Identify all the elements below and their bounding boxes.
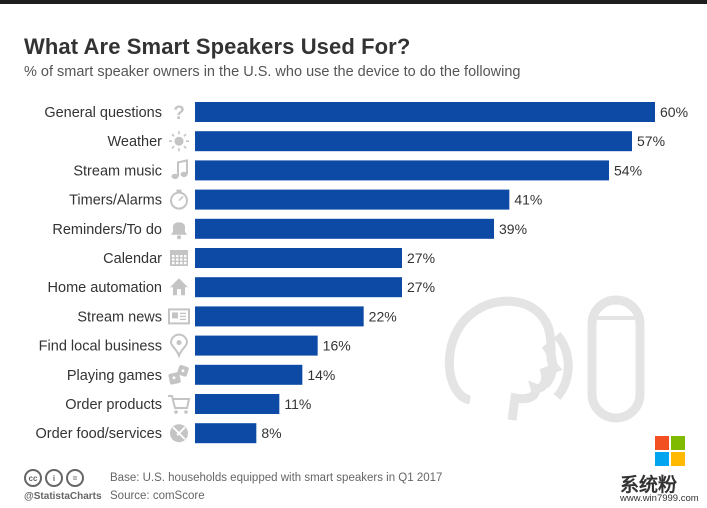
watermark-url: www.win7999.com [620, 493, 699, 504]
windows-logo-tile-yellow [671, 452, 685, 466]
question-icon: ? [173, 103, 185, 124]
bar [195, 160, 609, 181]
windows-logo-tile-red [655, 436, 669, 450]
category-label: Home automation [48, 280, 162, 296]
value-label: 39% [499, 221, 527, 237]
bar-row: Order products 11% [65, 394, 311, 414]
bar [195, 423, 257, 444]
bar-row: Reminders/To do 39% [52, 218, 527, 240]
newspaper-icon [168, 308, 190, 325]
value-label: 41% [514, 192, 542, 208]
category-label: Stream news [77, 309, 162, 325]
bar [195, 131, 632, 152]
category-label: Weather [107, 134, 162, 150]
base-note: Base: U.S. households equipped with smar… [110, 472, 443, 484]
shopping-cart-icon [168, 395, 191, 414]
license-icons: cc i = [24, 469, 84, 487]
bar [195, 306, 364, 327]
bell-icon [171, 222, 187, 240]
plate-icon [170, 424, 188, 443]
category-label: Reminders/To do [52, 222, 162, 238]
category-label: Stream music [73, 163, 162, 179]
category-label: Order food/services [35, 426, 162, 442]
bar [195, 364, 303, 385]
value-label: 16% [323, 338, 351, 354]
windows-logo-tile-blue [655, 452, 669, 466]
bar-row: Playing games 14% [67, 364, 335, 385]
bar-row: Weather 57% [107, 131, 665, 152]
house-icon [170, 278, 188, 296]
speaker-person-illustration [444, 295, 645, 423]
windows-logo-tile-green [671, 436, 685, 450]
bar-row: Stream news 22% [77, 306, 397, 327]
svg-text:?: ? [173, 103, 185, 124]
bar [195, 394, 280, 414]
category-label: General questions [44, 105, 162, 121]
bar-row: Stream music 54% [73, 159, 642, 181]
value-label: 27% [407, 279, 435, 295]
value-label: 11% [284, 396, 311, 412]
value-label: 27% [407, 250, 435, 266]
category-label: Timers/Alarms [69, 193, 162, 209]
chart-title: What Are Smart Speakers Used For? [24, 34, 411, 59]
attribution-icon: i [45, 469, 63, 487]
chart-subtitle: % of smart speaker owners in the U.S. wh… [24, 64, 521, 80]
bar-row: Timers/Alarms 41% [69, 189, 542, 210]
bar-row: General questions? 60% [44, 102, 688, 124]
windows-logo [655, 436, 685, 466]
category-label: Calendar [103, 251, 162, 267]
dice-icon [168, 365, 189, 385]
watermark-text: 系统粉 [620, 475, 678, 496]
sun-icon [169, 131, 189, 152]
top-rule [0, 0, 707, 4]
bar [195, 218, 494, 239]
value-label: 60% [660, 104, 688, 120]
value-label: 57% [637, 133, 665, 149]
map-pin-icon [169, 333, 189, 359]
bar-row: Home automation 27% [48, 277, 435, 298]
bar [195, 189, 510, 210]
stopwatch-icon [170, 189, 188, 210]
value-label: 22% [369, 308, 397, 324]
bar [195, 102, 655, 122]
statista-handle: @StatistaCharts [24, 491, 102, 502]
value-label: 54% [614, 162, 642, 178]
music-note-icon [171, 159, 188, 180]
bars-layer: General questions? 60% Weather 57% Stream mu… [35, 102, 688, 444]
no-derivatives-icon: = [66, 469, 84, 487]
bar-row: Calendar 27% [103, 248, 435, 268]
category-label: Find local business [39, 339, 162, 355]
bar [195, 248, 402, 268]
source-note: Source: comScore [110, 490, 205, 502]
bar [195, 277, 402, 298]
cc-icon: cc [24, 469, 42, 487]
bar [195, 335, 318, 356]
category-label: Playing games [67, 368, 162, 384]
bar-row: Order food/services 8% [35, 423, 282, 444]
category-label: Order products [65, 397, 162, 413]
value-label: 14% [307, 367, 335, 383]
bar-row: Find local business 16% [39, 333, 351, 359]
value-label: 8% [261, 425, 281, 441]
calendar-icon [170, 250, 188, 266]
